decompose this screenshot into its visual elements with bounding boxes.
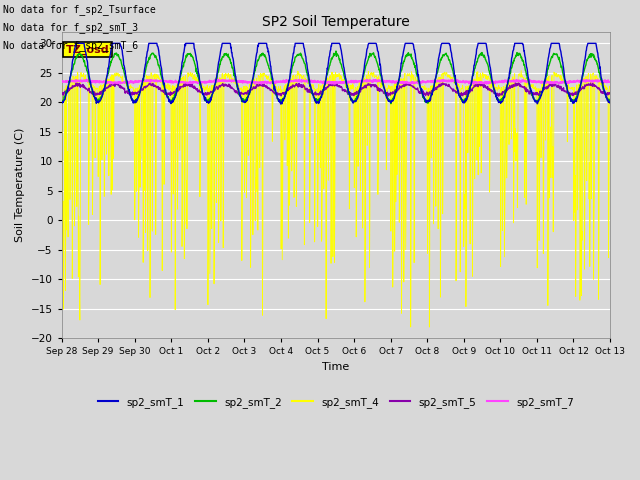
Line: sp2_smT_7: sp2_smT_7 bbox=[61, 80, 610, 84]
sp2_smT_4 bbox=[493, 86, 500, 92]
sp2_smT_5 bbox=[166, 93, 174, 98]
sp2_smT_4 bbox=[241, 158, 249, 164]
sp2_smT_1 bbox=[241, 98, 249, 104]
Line: sp2_smT_2: sp2_smT_2 bbox=[61, 51, 610, 104]
Line: sp2_smT_4: sp2_smT_4 bbox=[61, 71, 610, 327]
sp2_smT_2 bbox=[241, 99, 249, 105]
sp2_smT_5 bbox=[541, 86, 549, 92]
sp2_smT_2 bbox=[493, 96, 501, 102]
sp2_smT_2 bbox=[541, 76, 549, 82]
sp2_smT_4 bbox=[180, 73, 188, 79]
sp2_smT_4 bbox=[58, 84, 65, 89]
Legend: sp2_smT_1, sp2_smT_2, sp2_smT_4, sp2_smT_5, sp2_smT_7: sp2_smT_1, sp2_smT_2, sp2_smT_4, sp2_smT… bbox=[93, 393, 578, 412]
sp2_smT_5 bbox=[493, 91, 500, 96]
sp2_smT_1 bbox=[493, 95, 501, 101]
Text: TZ_osd: TZ_osd bbox=[66, 44, 109, 55]
sp2_smT_7 bbox=[541, 79, 549, 85]
sp2_smT_2 bbox=[58, 99, 65, 105]
sp2_smT_7 bbox=[58, 79, 65, 84]
sp2_smT_2 bbox=[166, 98, 174, 104]
Title: SP2 Soil Temperature: SP2 Soil Temperature bbox=[262, 15, 410, 29]
Y-axis label: Soil Temperature (C): Soil Temperature (C) bbox=[15, 128, 25, 242]
Text: No data for f_sp2_Tsurface: No data for f_sp2_Tsurface bbox=[3, 4, 156, 15]
X-axis label: Time: Time bbox=[322, 362, 349, 372]
sp2_smT_2 bbox=[387, 101, 395, 107]
sp2_smT_4 bbox=[517, 68, 525, 73]
sp2_smT_2 bbox=[180, 63, 188, 69]
sp2_smT_1 bbox=[58, 99, 65, 105]
sp2_smT_7 bbox=[606, 79, 614, 84]
Line: sp2_smT_1: sp2_smT_1 bbox=[61, 43, 610, 104]
sp2_smT_5 bbox=[384, 93, 392, 99]
sp2_smT_5 bbox=[550, 80, 557, 85]
sp2_smT_2 bbox=[332, 48, 340, 54]
sp2_smT_7 bbox=[166, 78, 174, 84]
Text: No data for f_sp2_smT_3: No data for f_sp2_smT_3 bbox=[3, 22, 138, 33]
sp2_smT_1 bbox=[180, 49, 188, 55]
sp2_smT_1 bbox=[72, 40, 80, 46]
sp2_smT_7 bbox=[214, 77, 222, 83]
sp2_smT_1 bbox=[606, 100, 614, 106]
sp2_smT_7 bbox=[180, 79, 188, 85]
sp2_smT_4 bbox=[166, 85, 174, 91]
sp2_smT_5 bbox=[241, 91, 249, 96]
sp2_smT_2 bbox=[422, 96, 429, 102]
sp2_smT_4 bbox=[426, 324, 433, 330]
sp2_smT_5 bbox=[180, 83, 188, 89]
sp2_smT_1 bbox=[541, 74, 549, 80]
Text: No data for f_sp2_smT_6: No data for f_sp2_smT_6 bbox=[3, 40, 138, 51]
sp2_smT_5 bbox=[58, 92, 65, 97]
sp2_smT_4 bbox=[541, 137, 549, 143]
sp2_smT_1 bbox=[422, 98, 429, 104]
sp2_smT_7 bbox=[257, 81, 265, 87]
sp2_smT_1 bbox=[167, 99, 175, 105]
sp2_smT_7 bbox=[493, 79, 501, 85]
sp2_smT_7 bbox=[241, 78, 249, 84]
sp2_smT_4 bbox=[421, 83, 429, 88]
sp2_smT_2 bbox=[606, 96, 614, 102]
sp2_smT_5 bbox=[606, 90, 614, 96]
sp2_smT_7 bbox=[422, 80, 429, 85]
sp2_smT_1 bbox=[277, 101, 285, 107]
sp2_smT_5 bbox=[421, 92, 429, 97]
Line: sp2_smT_5: sp2_smT_5 bbox=[61, 83, 610, 96]
sp2_smT_4 bbox=[606, 85, 614, 91]
